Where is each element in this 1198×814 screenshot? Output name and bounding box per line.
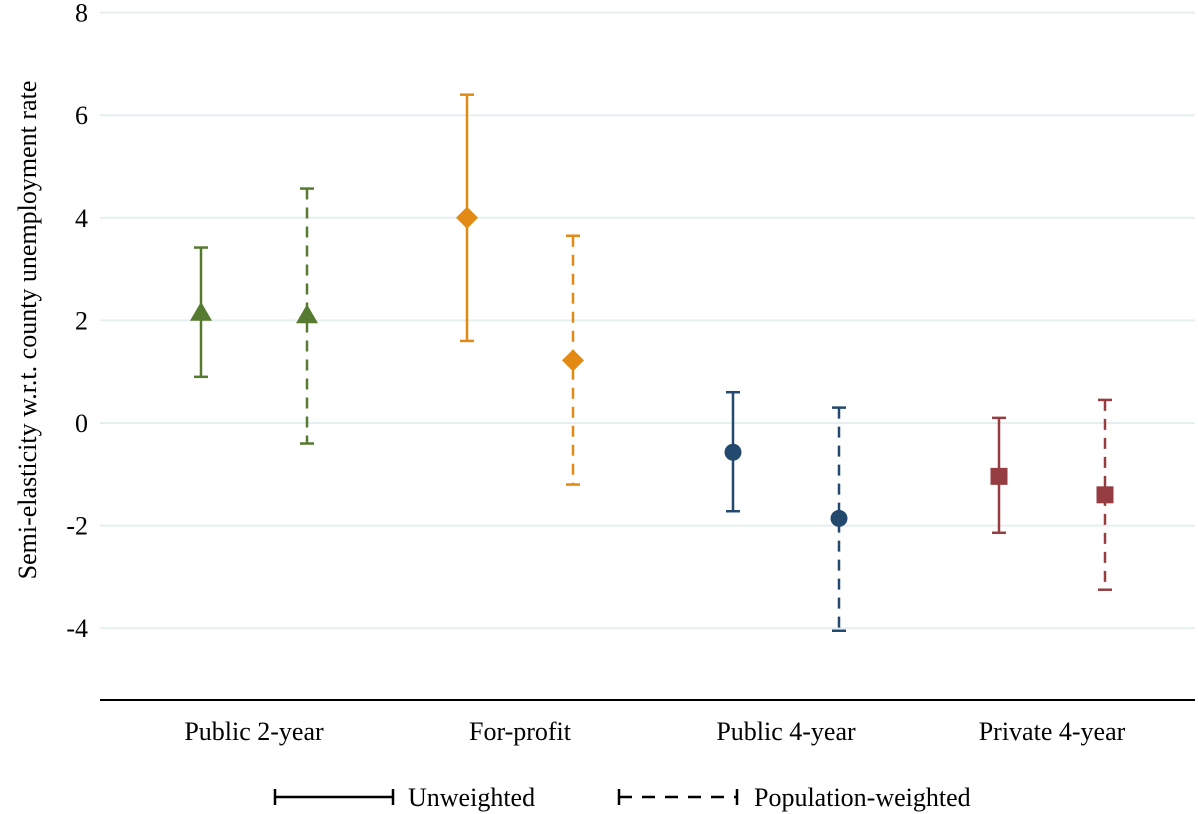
y-tick-label: -2 xyxy=(66,512,88,541)
y-tick-label: 8 xyxy=(75,0,88,28)
point-estimate xyxy=(1096,486,1114,504)
point-estimate xyxy=(296,304,318,324)
y-tick-label: 0 xyxy=(75,409,88,438)
errorbar-population-weighted xyxy=(830,406,848,633)
legend-symbol-population-weighted xyxy=(617,789,739,805)
errorbar-unweighted xyxy=(456,93,478,343)
legend: Unweighted Population-weighted xyxy=(273,783,971,812)
errorbar-unweighted xyxy=(724,390,742,513)
y-tick-label: 2 xyxy=(75,306,88,335)
y-tick-label: 4 xyxy=(75,204,88,233)
legend-label-population-weighted: Population-weighted xyxy=(754,783,971,812)
x-category-labels: Public 2-year For-profit Public 4-year Priv… xyxy=(184,717,1125,746)
point-estimate xyxy=(456,206,478,229)
category-label: Public 2-year xyxy=(184,717,324,746)
category-label: Private 4-year xyxy=(979,717,1126,746)
y-tick-labels: 8 6 4 2 0 -2 -4 xyxy=(66,0,88,643)
category-label: Public 4-year xyxy=(716,717,856,746)
point-estimate xyxy=(990,467,1008,485)
point-estimate xyxy=(562,349,584,372)
category-label: For-profit xyxy=(469,717,572,746)
gridlines xyxy=(100,11,1195,630)
errorbar-population-weighted xyxy=(296,187,318,445)
y-tick-label: 6 xyxy=(75,101,88,130)
point-estimate xyxy=(830,509,848,527)
y-tick-label: -4 xyxy=(66,614,88,643)
errorbar-population-weighted xyxy=(562,234,584,486)
legend-symbol-unweighted xyxy=(273,789,395,805)
legend-label-unweighted: Unweighted xyxy=(408,783,535,812)
y-axis-title: Semi-elasticity w.r.t. county unemployme… xyxy=(13,81,42,580)
series-marks xyxy=(190,93,1114,633)
point-estimate xyxy=(190,301,212,321)
point-estimate xyxy=(724,443,742,461)
errorbar-unweighted xyxy=(990,416,1008,535)
errorbar-population-weighted xyxy=(1096,398,1114,591)
errorbar-unweighted xyxy=(190,246,212,379)
